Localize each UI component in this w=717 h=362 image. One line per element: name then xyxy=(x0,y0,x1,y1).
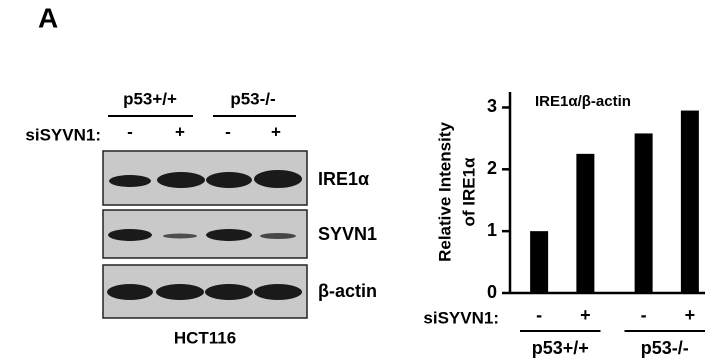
group-label: p53-/- xyxy=(230,89,275,108)
annotation: IRE1α/β-actin xyxy=(535,93,631,110)
band xyxy=(107,284,153,300)
bar xyxy=(530,231,549,293)
band xyxy=(163,233,197,239)
band xyxy=(254,170,302,188)
lane-label: - xyxy=(127,122,133,141)
lane-label: + xyxy=(271,122,281,141)
band xyxy=(205,284,253,300)
y-axis-label: of IRE1α xyxy=(459,157,478,227)
bar xyxy=(680,110,699,293)
group-label: p53+/+ xyxy=(123,89,177,108)
band xyxy=(206,229,252,241)
band xyxy=(260,233,296,239)
y-axis-label: Relative Intensity xyxy=(435,122,454,262)
row-label: siSYVN1: xyxy=(25,125,101,144)
y-tick-label: 2 xyxy=(487,158,497,178)
lane-label: + xyxy=(175,122,185,141)
band xyxy=(109,175,151,187)
band-label: IRE1α xyxy=(318,169,369,189)
cell-line: HCT116 xyxy=(174,328,236,347)
band xyxy=(157,172,205,188)
band xyxy=(206,172,252,188)
x-row-label: siSYVN1: xyxy=(423,308,499,327)
y-tick-label: 3 xyxy=(487,96,497,116)
bar xyxy=(576,153,595,293)
x-tick-label: - xyxy=(536,305,542,325)
band-label: β-actin xyxy=(318,281,377,301)
panel-label: A xyxy=(38,2,58,33)
group-label: p53+/+ xyxy=(532,338,589,358)
bar xyxy=(634,133,653,293)
band xyxy=(156,284,204,300)
x-tick-label: + xyxy=(580,305,591,325)
lane-label: - xyxy=(225,122,231,141)
band-label: SYVN1 xyxy=(318,224,377,244)
group-label: p53-/- xyxy=(641,338,689,358)
band xyxy=(254,284,302,300)
band xyxy=(108,229,152,241)
y-tick-label: 0 xyxy=(487,282,497,302)
x-tick-label: - xyxy=(641,305,647,325)
bands xyxy=(107,170,302,300)
x-tick-label: + xyxy=(685,305,696,325)
y-tick-label: 1 xyxy=(487,220,497,240)
